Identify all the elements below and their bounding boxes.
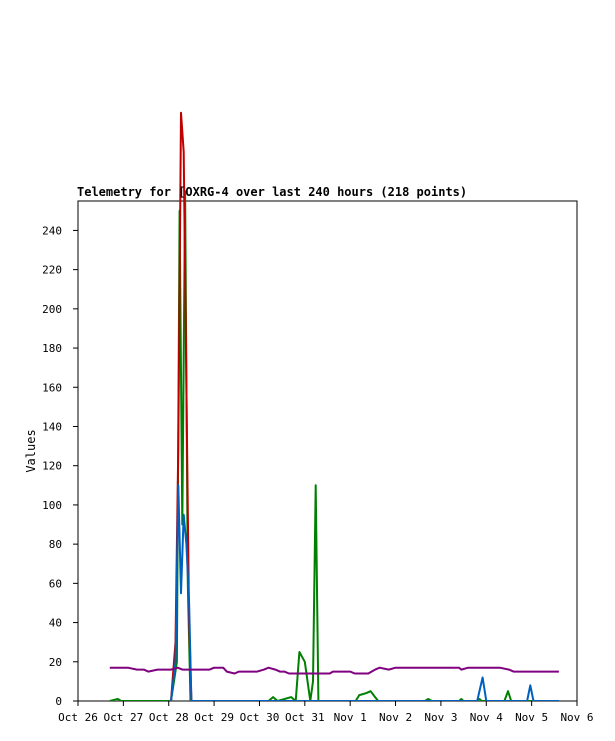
- x-tick-label: Oct 27: [103, 711, 143, 724]
- y-tick-label: 100: [42, 499, 62, 512]
- x-tick-label: Oct 26: [58, 711, 98, 724]
- y-tick-label: 160: [42, 381, 62, 394]
- y-tick-label: 0: [55, 695, 62, 708]
- y-axis: 0 20 40 60 80 100 120 140 160 180 200 220 240: [42, 224, 78, 708]
- series-line-5: [109, 666, 559, 675]
- x-tick-label: Oct 31: [285, 711, 325, 724]
- y-tick-label: 220: [42, 264, 62, 277]
- x-tick-label: Oct 30: [240, 711, 280, 724]
- x-tick-label: Nov 6: [560, 711, 593, 724]
- chart-title: Telemetry for [OXRG-4 over last 240 hour…: [77, 185, 467, 199]
- y-tick-label: 60: [49, 577, 62, 590]
- series-group: [109, 111, 559, 701]
- y-tick-label: 20: [49, 656, 62, 669]
- y-tick-label: 180: [42, 342, 62, 355]
- y-tick-label: 120: [42, 460, 62, 473]
- y-tick-label: 240: [42, 224, 62, 237]
- plot-area: [77, 200, 578, 702]
- y-axis-label: Values: [24, 429, 38, 472]
- x-tick-label: Nov 1: [334, 711, 367, 724]
- x-axis: Oct 26 Oct 27 Oct 28 Oct 29 Oct 30 Oct 31 Nov …: [58, 701, 594, 724]
- y-tick-label: 200: [42, 303, 62, 316]
- series-line-2: [109, 190, 559, 701]
- x-tick-label: Nov 4: [470, 711, 503, 724]
- x-tick-label: Nov 3: [424, 711, 457, 724]
- y-tick-label: 140: [42, 420, 62, 433]
- y-tick-label: 40: [49, 617, 62, 630]
- y-tick-label: 80: [49, 538, 62, 551]
- series-line-4: [170, 484, 559, 701]
- x-tick-label: Nov 2: [379, 711, 412, 724]
- x-tick-label: Oct 28: [149, 711, 189, 724]
- x-tick-label: Nov 5: [515, 711, 548, 724]
- x-tick-label: Oct 29: [194, 711, 234, 724]
